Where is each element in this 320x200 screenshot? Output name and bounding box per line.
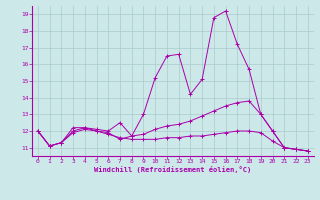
X-axis label: Windchill (Refroidissement éolien,°C): Windchill (Refroidissement éolien,°C) xyxy=(94,166,252,173)
